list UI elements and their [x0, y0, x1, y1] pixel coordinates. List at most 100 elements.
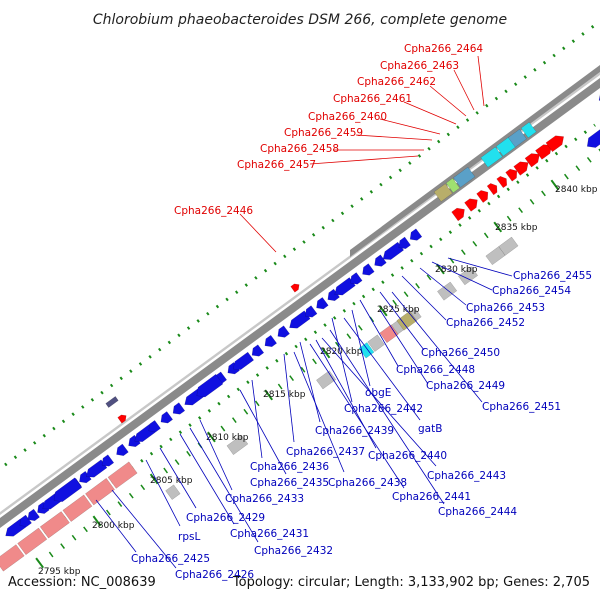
gene-label-Cpha266_2458[interactable]: Cpha266_2458	[260, 143, 339, 155]
gene-label-Cpha266_2455[interactable]: Cpha266_2455	[513, 270, 592, 282]
pseudo-gene[interactable]	[0, 544, 25, 572]
gene-label-Cpha266_2450[interactable]: Cpha266_2450	[421, 347, 500, 359]
reverse-gene-arrow[interactable]	[128, 434, 141, 448]
gene-label-Cpha266_2459[interactable]: Cpha266_2459	[284, 127, 363, 139]
reverse-gene-arrow[interactable]	[382, 241, 405, 260]
rna-gene[interactable]	[165, 484, 181, 500]
gene-label-Cpha266_2448[interactable]: Cpha266_2448	[396, 364, 475, 376]
gene-label-gatB[interactable]: gatB	[418, 423, 442, 435]
reverse-gene-arrow[interactable]	[334, 277, 356, 296]
gene-label-Cpha266_2443[interactable]: Cpha266_2443	[427, 470, 506, 482]
feature-gene[interactable]	[358, 342, 375, 359]
gene-label-Cpha266_2435[interactable]: Cpha266_2435	[250, 477, 329, 489]
reverse-gene-arrow[interactable]	[586, 129, 600, 148]
gene-label-Cpha266_2454[interactable]: Cpha266_2454	[492, 285, 571, 297]
pseudo-gene[interactable]	[107, 461, 138, 489]
feature-gene[interactable]	[379, 324, 399, 344]
reverse-gene-arrow[interactable]	[316, 297, 329, 310]
reverse-gene-arrow[interactable]	[85, 459, 108, 478]
feature-gene[interactable]	[105, 396, 119, 408]
forward-gene-arrow[interactable]	[464, 198, 478, 212]
reverse-gene-arrow[interactable]	[327, 288, 340, 301]
pseudo-gene[interactable]	[85, 477, 115, 506]
gene-label-Cpha266_2452[interactable]: Cpha266_2452	[446, 317, 525, 329]
reverse-gene-arrow[interactable]	[232, 351, 255, 370]
reverse-gene-arrow[interactable]	[350, 272, 363, 285]
reverse-gene-arrow[interactable]	[196, 373, 224, 398]
forward-gene-arrow[interactable]	[476, 190, 489, 203]
forward-gene-arrow[interactable]	[545, 135, 564, 153]
gene-label-Cpha266_2460[interactable]: Cpha266_2460	[308, 111, 387, 123]
gene-label-Cpha266_2439[interactable]: Cpha266_2439	[315, 425, 394, 437]
reverse-gene-arrow[interactable]	[264, 334, 278, 348]
forward-gene-arrow[interactable]	[505, 168, 518, 182]
gene-label-Cpha266_2426[interactable]: Cpha266_2426	[175, 569, 254, 581]
rna-gene[interactable]	[226, 434, 249, 456]
gene-label-Cpha266_2441[interactable]: Cpha266_2441	[392, 491, 471, 503]
forward-gene-arrow[interactable]	[513, 161, 529, 176]
scale-tick	[415, 282, 420, 289]
gene-label-Cpha266_2432[interactable]: Cpha266_2432	[254, 545, 333, 557]
forward-gene-arrow[interactable]	[117, 414, 127, 424]
gene-label-Cpha266_2438[interactable]: Cpha266_2438	[328, 477, 407, 489]
feature-gene[interactable]	[453, 166, 476, 188]
reverse-gene-arrow[interactable]	[251, 344, 265, 357]
reverse-gene-arrow[interactable]	[53, 477, 83, 502]
gene-label-obgE[interactable]: obgE	[365, 387, 391, 399]
gene-label-Cpha266_2457[interactable]: Cpha266_2457	[237, 159, 316, 171]
gene-label-Cpha266_2429[interactable]: Cpha266_2429	[186, 512, 265, 524]
reverse-gene-arrow[interactable]	[304, 305, 318, 318]
forward-gene-arrow[interactable]	[290, 283, 300, 293]
feature-gene[interactable]	[367, 334, 385, 352]
gene-label-Cpha266_2425[interactable]: Cpha266_2425	[131, 553, 210, 565]
gene-label-Cpha266_2436[interactable]: Cpha266_2436	[250, 461, 329, 473]
gene-label-rpsL[interactable]: rpsL	[178, 531, 200, 543]
gene-label-Cpha266_2463[interactable]: Cpha266_2463	[380, 60, 459, 72]
scale-label-2840: 2840 kbp	[555, 185, 598, 195]
rna-gene[interactable]	[316, 370, 337, 390]
gene-label-Cpha266_2461[interactable]: Cpha266_2461	[333, 93, 412, 105]
gene-label-Cpha266_2431[interactable]: Cpha266_2431	[230, 528, 309, 540]
reverse-gene-arrow[interactable]	[101, 454, 115, 467]
gene-label-Cpha266_2442[interactable]: Cpha266_2442	[344, 403, 423, 415]
reverse-gene-arrow[interactable]	[19, 514, 32, 527]
reverse-gene-arrow[interactable]	[398, 236, 411, 249]
gene-label-Cpha266_2437[interactable]: Cpha266_2437	[286, 446, 365, 458]
reverse-gene-arrow[interactable]	[374, 254, 387, 267]
pseudo-gene[interactable]	[17, 527, 48, 556]
gene-label-Cpha266_2449[interactable]: Cpha266_2449	[426, 380, 505, 392]
feature-gene[interactable]	[433, 183, 453, 202]
rna-gene[interactable]	[498, 236, 519, 256]
gene-label-Cpha266_2462[interactable]: Cpha266_2462	[357, 76, 436, 88]
gene-label-Cpha266_2464[interactable]: Cpha266_2464	[404, 43, 483, 55]
pseudo-gene[interactable]	[62, 494, 93, 522]
reverse-gene-arrow[interactable]	[148, 420, 161, 433]
gene-label-Cpha266_2446[interactable]: Cpha266_2446	[174, 205, 253, 217]
gene-label-Cpha266_2440[interactable]: Cpha266_2440	[368, 450, 447, 462]
reverse-gene-arrow[interactable]	[160, 411, 174, 424]
reverse-gene-arrow[interactable]	[409, 228, 423, 241]
reverse-gene-arrow[interactable]	[362, 263, 375, 276]
reverse-gene-arrow[interactable]	[289, 310, 311, 329]
feature-gene[interactable]	[445, 177, 461, 194]
gene-label-Cpha266_2453[interactable]: Cpha266_2453	[466, 302, 545, 314]
forward-gene-arrow[interactable]	[496, 176, 508, 189]
gene-label-Cpha266_2451[interactable]: Cpha266_2451	[482, 401, 561, 413]
feature-gene[interactable]	[480, 146, 503, 168]
reverse-gene-arrow[interactable]	[277, 325, 290, 338]
feature-gene[interactable]	[507, 128, 527, 148]
gene-label-Cpha266_2444[interactable]: Cpha266_2444	[438, 506, 517, 518]
forward-gene-arrow[interactable]	[524, 153, 540, 168]
reverse-gene-arrow[interactable]	[172, 402, 186, 415]
reverse-gene-arrow[interactable]	[79, 470, 92, 484]
reverse-gene-arrow[interactable]	[27, 508, 40, 521]
forward-gene-arrow[interactable]	[486, 183, 498, 196]
forward-gene-arrow[interactable]	[451, 207, 465, 222]
gene-label-Cpha266_2433[interactable]: Cpha266_2433	[225, 493, 304, 505]
feature-gene[interactable]	[520, 121, 537, 139]
rna-gene[interactable]	[437, 281, 458, 301]
pseudo-gene[interactable]	[39, 511, 70, 539]
reverse-gene-arrow[interactable]	[116, 443, 129, 456]
rna-gene[interactable]	[457, 266, 479, 286]
